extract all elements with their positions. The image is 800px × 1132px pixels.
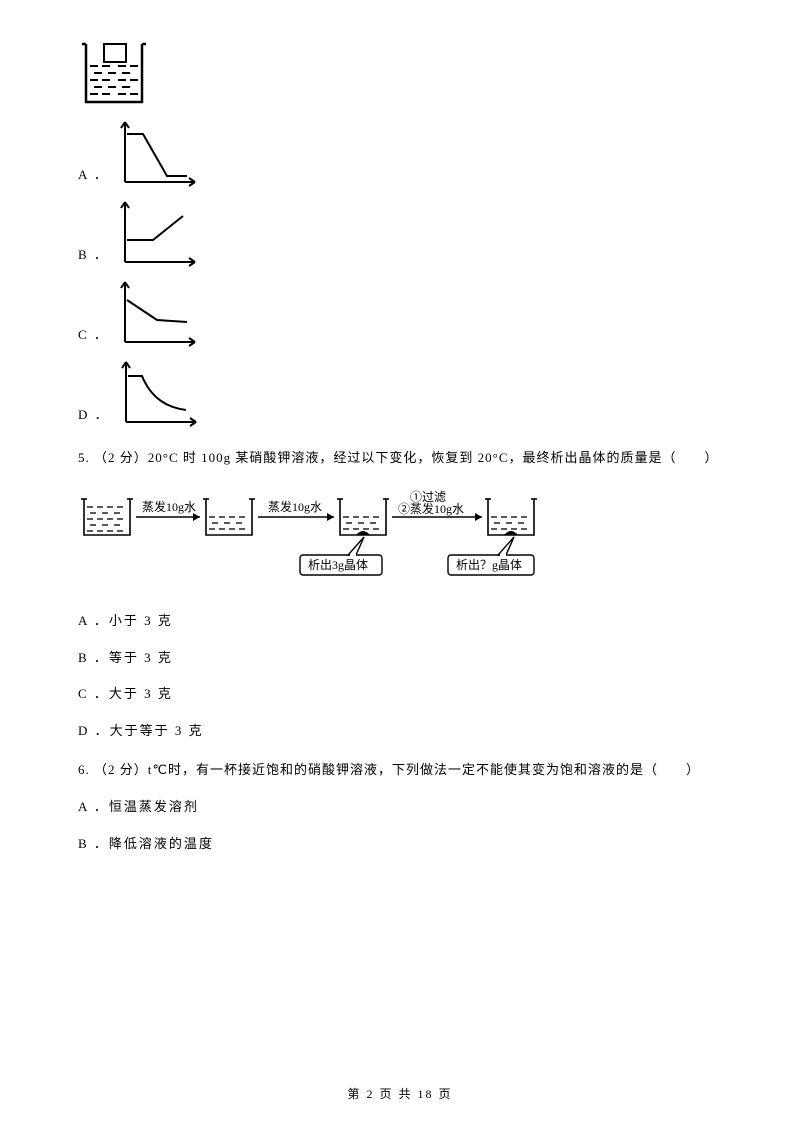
q5-option-b[interactable]: B ．等于 3 克 <box>78 648 740 669</box>
question-5-text: 5. （2 分）20°C 时 100g 某硝酸钾溶液，经过以下变化，恢复到 20… <box>78 448 740 469</box>
option-b-label: B ． <box>78 245 109 270</box>
q6-option-a[interactable]: A ．恒温蒸发溶剂 <box>78 797 740 818</box>
option-a-label: A ． <box>78 165 109 190</box>
flow-step2-label: 蒸发10g水 <box>268 499 322 514</box>
option-b[interactable]: B ． <box>78 196 740 270</box>
beaker-with-block-diagram <box>80 40 740 108</box>
q5-option-c[interactable]: C ．大于 3 克 <box>78 684 740 705</box>
q6-option-b[interactable]: B ．降低溶液的温度 <box>78 834 740 855</box>
svg-text:析出？g晶体: 析出？g晶体 <box>456 558 522 572</box>
graph-b <box>113 196 201 270</box>
flow-step3-label2: ②蒸发10g水 <box>398 501 464 516</box>
q5-flow-diagram: 蒸发10g水 蒸发10g水 析出3g晶体 ①过滤 ②蒸发10g水 <box>78 483 740 593</box>
callout-2: 析出？g晶体 <box>448 537 534 575</box>
svg-text:析出3g晶体: 析出3g晶体 <box>308 558 368 572</box>
page-footer: 第 2 页 共 18 页 <box>0 1085 800 1104</box>
option-d[interactable]: D ． <box>78 356 740 430</box>
question-6-text: 6. （2 分）t℃时，有一杯接近饱和的硝酸钾溶液，下列做法一定不能使其变为饱和… <box>78 760 740 781</box>
q5-option-a[interactable]: A ．小于 3 克 <box>78 611 740 632</box>
option-a[interactable]: A ． <box>78 116 740 190</box>
option-c-label: C ． <box>78 325 109 350</box>
graph-c <box>113 276 201 350</box>
option-c[interactable]: C ． <box>78 276 740 350</box>
q5-option-d[interactable]: D ．大于等于 3 克 <box>78 721 740 742</box>
graph-d <box>114 356 202 430</box>
option-d-label: D ． <box>78 405 110 430</box>
callout-1: 析出3g晶体 <box>300 537 382 575</box>
flow-step1-label: 蒸发10g水 <box>142 499 196 514</box>
graph-a <box>113 116 201 190</box>
